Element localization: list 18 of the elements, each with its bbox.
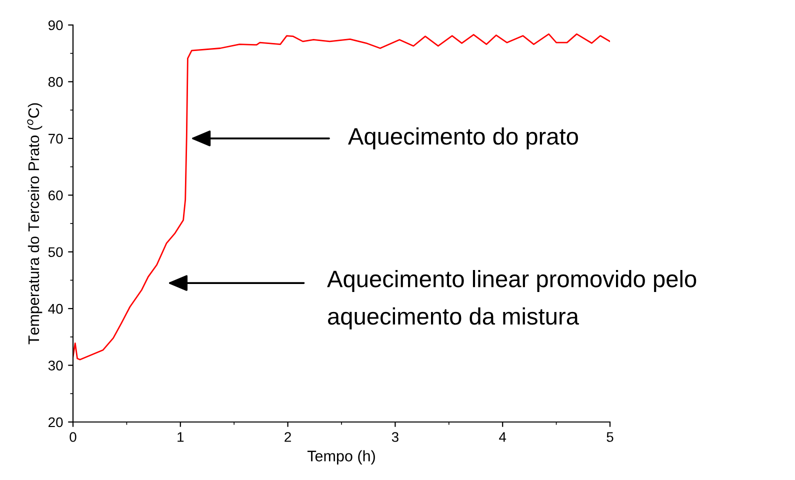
x-tick-label: 3 <box>392 432 398 442</box>
y-tick-label: 40 <box>48 304 63 314</box>
x-tick-label: 4 <box>499 432 506 442</box>
x-tick-label: 2 <box>284 432 291 442</box>
y-tick-label: 20 <box>48 417 63 428</box>
y-tick-label: 70 <box>48 134 63 144</box>
y-axis-title: Temperatura do Terceiro Prato ($^{o}$C) <box>27 103 42 344</box>
y-tick-label: 90 <box>48 20 63 30</box>
annotation: Aquecimento linear promovido pelo aquecimento da mistura <box>327 270 696 330</box>
annotation: Aquecimento do prato <box>348 127 578 150</box>
y-tick-label: 30 <box>48 360 63 370</box>
y-tick-label: 60 <box>48 190 63 200</box>
x-tick-label: 5 <box>606 432 614 442</box>
y-tick-label: 80 <box>48 77 63 87</box>
x-tick-label: 1 <box>178 432 184 442</box>
x-tick-label: 0 <box>70 432 76 442</box>
y-tick-label: 50 <box>48 247 63 258</box>
x-axis-title: Tempo (h) <box>307 450 375 464</box>
